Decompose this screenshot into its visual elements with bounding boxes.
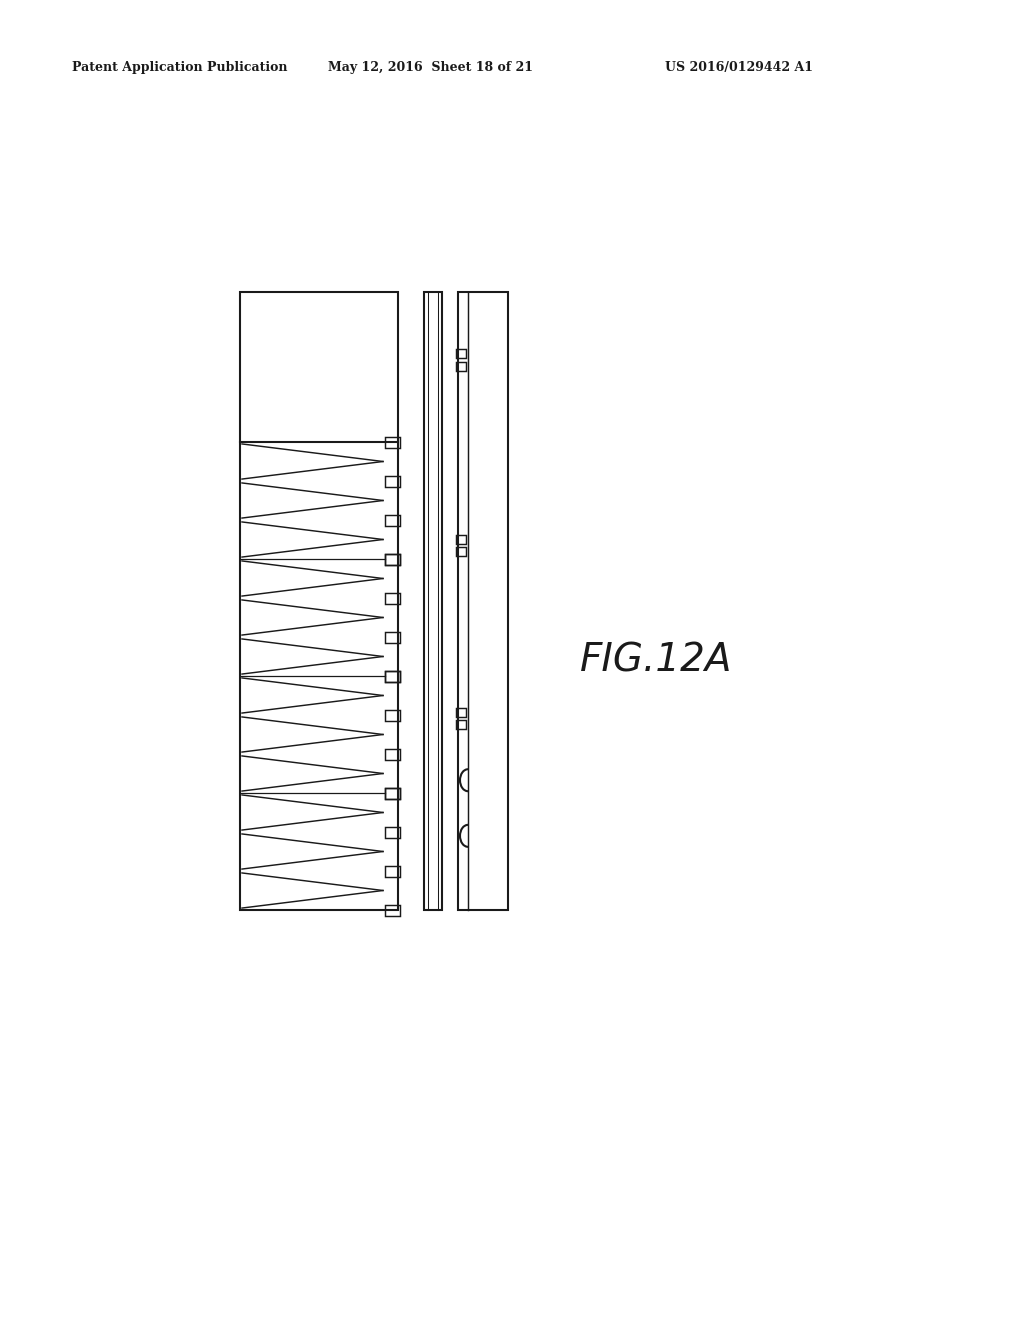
Bar xyxy=(385,631,400,643)
Bar xyxy=(385,904,400,916)
Bar xyxy=(456,721,466,729)
Bar xyxy=(456,362,466,371)
Bar xyxy=(385,553,400,565)
Text: Patent Application Publication: Patent Application Publication xyxy=(72,62,288,74)
Bar xyxy=(456,546,466,556)
Bar xyxy=(385,475,400,487)
Bar xyxy=(385,437,400,447)
Bar xyxy=(385,515,400,525)
Bar xyxy=(456,708,466,717)
Bar xyxy=(385,788,400,799)
Text: May 12, 2016  Sheet 18 of 21: May 12, 2016 Sheet 18 of 21 xyxy=(328,62,532,74)
Bar xyxy=(240,292,398,909)
Bar xyxy=(456,350,466,358)
Bar xyxy=(424,292,442,909)
Bar xyxy=(385,671,400,681)
Bar xyxy=(385,788,400,799)
Bar xyxy=(385,710,400,721)
Bar xyxy=(385,593,400,603)
Text: US 2016/0129442 A1: US 2016/0129442 A1 xyxy=(665,62,813,74)
Text: FIG.12A: FIG.12A xyxy=(580,642,732,678)
Bar xyxy=(385,671,400,681)
Bar xyxy=(385,748,400,759)
Bar xyxy=(456,535,466,544)
Bar xyxy=(458,292,508,909)
Bar xyxy=(385,866,400,876)
Bar xyxy=(385,826,400,837)
Bar xyxy=(385,553,400,565)
